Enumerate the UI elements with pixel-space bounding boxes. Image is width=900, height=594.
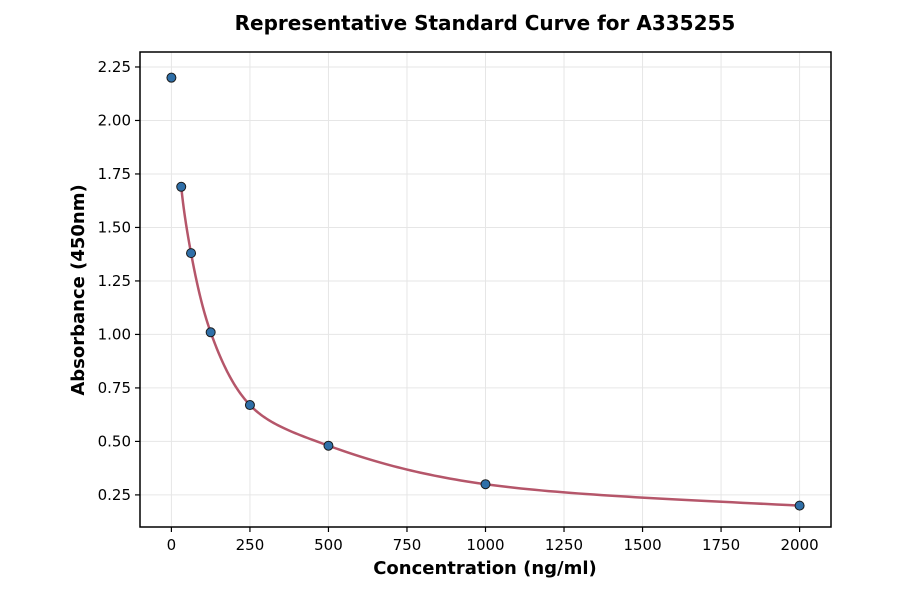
fit-curve-layer — [179, 186, 800, 507]
data-point — [205, 327, 216, 338]
chart-title: Representative Standard Curve for A33525… — [235, 11, 736, 35]
data-point — [176, 181, 187, 192]
x-tick-label: 500 — [314, 536, 343, 554]
fit-curve — [179, 186, 800, 507]
data-point — [166, 72, 177, 83]
y-axis-label: Absorbance (450nm) — [68, 184, 89, 395]
x-tick-label: 1500 — [623, 536, 661, 554]
y-tick-label: 2.25 — [98, 58, 131, 76]
x-axis-ticks: 0 250 500 750 1000 1250 1500 1750 2000 — [167, 527, 819, 554]
data-point — [186, 248, 197, 259]
grid — [140, 52, 831, 527]
x-axis-label: Concentration (ng/ml) — [373, 558, 597, 579]
x-tick-label: 1750 — [702, 536, 740, 554]
y-axis-ticks: 0.25 0.50 0.75 1.00 1.25 1.50 1.75 2.00 2.25 — [98, 58, 140, 504]
y-tick-label: 1.50 — [98, 218, 131, 236]
x-tick-label: 1250 — [545, 536, 583, 554]
data-point — [323, 440, 334, 451]
data-point — [480, 479, 491, 490]
y-tick-label: 0.25 — [98, 486, 131, 504]
x-tick-label: 1000 — [466, 536, 504, 554]
y-tick-label: 1.25 — [98, 272, 131, 290]
x-tick-label: 0 — [167, 536, 177, 554]
x-tick-label: 2000 — [780, 536, 818, 554]
data-point — [794, 500, 805, 511]
y-tick-label: 1.75 — [98, 165, 131, 183]
y-tick-label: 2.00 — [98, 111, 131, 129]
y-tick-label: 1.00 — [98, 325, 131, 343]
y-tick-label: 0.75 — [98, 379, 131, 397]
data-point — [244, 400, 255, 411]
y-tick-label: 0.50 — [98, 432, 131, 450]
x-tick-label: 250 — [236, 536, 265, 554]
x-tick-label: 750 — [393, 536, 422, 554]
data-points — [166, 72, 805, 511]
